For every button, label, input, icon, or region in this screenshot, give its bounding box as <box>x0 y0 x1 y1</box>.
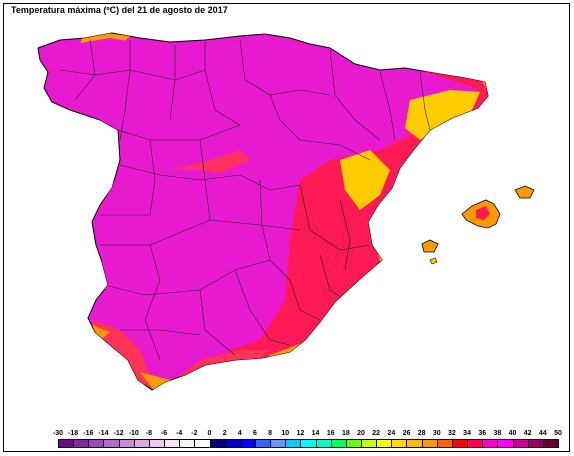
legend-tick-label: 0 <box>207 430 212 437</box>
legend-swatch <box>345 439 363 448</box>
legend-tick-label: 16 <box>326 430 335 437</box>
legend-tick-label: 18 <box>341 430 350 437</box>
legend-swatch <box>285 439 302 448</box>
legend-tick-label: -18 <box>68 430 79 437</box>
legend-swatch <box>376 439 393 448</box>
legend-tick-label: 40 <box>508 430 517 437</box>
legend-tick-label: -12 <box>113 430 124 437</box>
legend-swatch <box>436 439 453 448</box>
legend-tick-label: 12 <box>296 430 305 437</box>
legend-swatch <box>164 439 181 448</box>
legend-tick-label: 6 <box>253 430 257 437</box>
legend-swatch <box>527 439 544 448</box>
legend-swatch <box>270 439 287 448</box>
legend-tick-label: 20 <box>357 430 365 437</box>
legend-tick-label: -2 <box>191 430 198 437</box>
province-borders <box>59 39 431 361</box>
legend-tick-label: 30 <box>432 430 441 437</box>
legend-tick-label: -6 <box>160 430 168 437</box>
map-title: Temperatura máxima (ºC) del 21 de agosto… <box>11 5 228 15</box>
legend-swatch <box>254 439 272 448</box>
legend-tick-label: 4 <box>237 430 242 437</box>
legend-tick-label: 38 <box>493 430 502 437</box>
legend-swatch <box>542 439 559 448</box>
legend-swatch <box>58 439 75 448</box>
legend-tick-label: 42 <box>523 430 532 437</box>
legend-tick-label: -16 <box>83 430 94 437</box>
legend-swatch <box>330 439 347 448</box>
legend-tick-label: 2 <box>222 430 227 437</box>
legend-swatch <box>179 439 196 448</box>
peninsula <box>37 32 489 391</box>
legend-tick-label: 28 <box>417 430 426 437</box>
legend-swatch <box>451 439 469 448</box>
legend-swatch <box>467 439 484 448</box>
legend-tick-label: 8 <box>268 430 273 437</box>
legend-swatch <box>391 439 408 448</box>
legend-swatch <box>133 439 150 448</box>
legend-tick-label: 24 <box>387 430 396 437</box>
legend-swatch <box>421 439 438 448</box>
legend-tick-label: -14 <box>98 430 109 437</box>
legend-swatch <box>482 439 499 448</box>
legend-swatch <box>239 439 256 448</box>
legend-tick-label: -4 <box>176 430 183 437</box>
legend-swatch <box>315 439 332 448</box>
legend-swatch <box>118 439 135 448</box>
legend-swatch <box>103 439 120 448</box>
balearic-islands <box>421 185 535 265</box>
legend-swatch <box>224 439 241 448</box>
legend-tick-label: 34 <box>463 430 471 437</box>
legend-tick-label: 26 <box>402 430 411 437</box>
legend-swatch <box>300 439 317 448</box>
legend-swatch <box>406 439 423 448</box>
legend-swatch <box>73 439 90 448</box>
legend-tick-label: 22 <box>372 430 381 437</box>
legend-swatch <box>497 439 514 448</box>
legend-tick-label: 36 <box>478 430 487 437</box>
legend-tick-label: 10 <box>281 430 290 437</box>
legend-tick-label: -30 <box>52 430 64 437</box>
legend-swatch <box>148 439 166 448</box>
legend-tick-label: 50 <box>554 430 562 437</box>
legend-swatch <box>88 439 105 448</box>
legend-swatch <box>361 439 378 448</box>
legend-swatch <box>209 439 226 448</box>
legend-swatch <box>512 439 529 448</box>
legend-swatch <box>194 439 211 448</box>
legend-tick-label: -8 <box>145 430 153 437</box>
legend-tick-label: 32 <box>448 430 456 437</box>
legend-tick-label: 14 <box>311 430 320 437</box>
legend-tick-label: 44 <box>538 430 547 437</box>
color-legend: -30 -18 -16 -14 -12 -10 -8 -6 -4 -2 0 2 4 6 8 10 12 14 16 1… <box>53 430 562 450</box>
legend-tick-label: -10 <box>128 430 139 437</box>
